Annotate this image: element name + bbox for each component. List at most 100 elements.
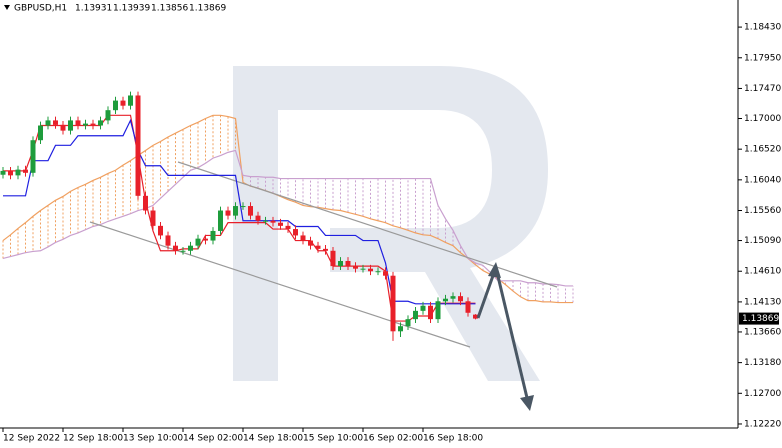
symbol: GBPUSD,H1 bbox=[14, 4, 67, 14]
y-tick-label: 1.17000 bbox=[744, 114, 781, 124]
y-tick-label: 1.12700 bbox=[744, 389, 781, 399]
y-tick-label: 1.18430 bbox=[744, 23, 781, 33]
last-price-label: 1.13869 bbox=[742, 314, 779, 324]
candle-body bbox=[210, 230, 216, 241]
candle-body bbox=[255, 215, 261, 221]
candle-body bbox=[165, 235, 171, 246]
candle-body bbox=[128, 95, 133, 106]
watermark-stem bbox=[233, 66, 278, 381]
candle-body bbox=[270, 220, 276, 223]
y-tick-label: 1.16040 bbox=[744, 175, 781, 185]
candle-body bbox=[375, 271, 381, 273]
x-tick-label: 12 Sep 2022 bbox=[3, 434, 60, 444]
candle-body bbox=[390, 275, 396, 332]
candle-body bbox=[218, 210, 223, 231]
candle-body bbox=[278, 222, 283, 226]
forecast-arrow bbox=[476, 262, 534, 411]
candle-body bbox=[293, 229, 298, 236]
y-tick-label: 1.17470 bbox=[744, 84, 781, 94]
y-tick-label: 1.14130 bbox=[744, 297, 781, 307]
candle-body bbox=[398, 326, 403, 332]
candle-body bbox=[188, 245, 193, 251]
cloud-span-a bbox=[2, 114, 573, 304]
candle-body bbox=[240, 206, 246, 208]
candle-body bbox=[225, 210, 231, 216]
candle-body bbox=[285, 225, 291, 230]
candle-body bbox=[45, 120, 51, 126]
candle-body bbox=[68, 120, 73, 131]
candle-body bbox=[413, 310, 418, 320]
candle-body bbox=[450, 296, 456, 299]
candle-body bbox=[158, 225, 163, 236]
candle-body bbox=[353, 266, 358, 269]
candle-body bbox=[435, 301, 441, 320]
y-tick-label: 1.16520 bbox=[744, 145, 781, 155]
candle-body bbox=[420, 305, 426, 311]
quote-close: 1.13869 bbox=[189, 4, 226, 14]
candle-body bbox=[120, 100, 126, 106]
candle-body bbox=[345, 261, 351, 267]
header: GBPUSD,H1 1.13931 1.13939 1.13856 1.1386… bbox=[4, 4, 226, 14]
header-arrow bbox=[4, 5, 10, 10]
candle-body bbox=[263, 220, 268, 222]
indicator-line bbox=[3, 118, 476, 305]
candle-body bbox=[248, 206, 253, 216]
indicator-line bbox=[3, 114, 476, 322]
candle-body bbox=[75, 120, 81, 126]
candle-body bbox=[8, 170, 13, 176]
x-tick-label: 14 Sep 18:00 bbox=[243, 434, 303, 444]
candle-body bbox=[83, 123, 88, 126]
candle-body bbox=[315, 245, 321, 249]
candle-body bbox=[173, 245, 178, 251]
candle-body bbox=[98, 120, 103, 126]
x-tick-label: 15 Sep 10:00 bbox=[303, 434, 363, 444]
candle-body bbox=[443, 298, 448, 302]
x-tick-label: 13 Sep 10:00 bbox=[123, 434, 183, 444]
watermark bbox=[233, 66, 548, 381]
candle-body bbox=[15, 169, 21, 176]
candle-body bbox=[473, 314, 478, 319]
candle-body bbox=[30, 140, 36, 173]
candle-body bbox=[360, 268, 366, 270]
candle-body bbox=[300, 235, 306, 241]
arrow-down bbox=[494, 267, 530, 403]
candle-body bbox=[330, 250, 336, 267]
watermark-bowl bbox=[278, 66, 548, 381]
y-tick-label: 1.13180 bbox=[744, 358, 781, 368]
y-tick-label: 1.14610 bbox=[744, 267, 781, 277]
y-tick-label: 1.12220 bbox=[744, 419, 781, 429]
candle-body bbox=[405, 319, 411, 327]
candle-body bbox=[308, 240, 313, 246]
arrow-up bbox=[476, 269, 497, 319]
candle-body bbox=[195, 238, 201, 246]
arrow-head bbox=[520, 395, 534, 411]
candle-body bbox=[458, 296, 463, 302]
last-price-box bbox=[739, 312, 779, 325]
candle-body bbox=[23, 169, 28, 173]
candle-body bbox=[135, 95, 141, 196]
y-tick-label: 1.17950 bbox=[744, 53, 781, 63]
axes: 1.18430 1.17950 1.17470 1.17000 1.16520 1.160… bbox=[2, 23, 781, 444]
candle-body bbox=[323, 248, 328, 251]
y-tick-label: 1.13660 bbox=[744, 327, 781, 337]
candle-body bbox=[383, 271, 388, 276]
quote-low: 1.13856 bbox=[151, 4, 188, 14]
quote-open: 1.13931 bbox=[75, 4, 112, 14]
candle-body bbox=[150, 210, 156, 226]
plot bbox=[0, 91, 478, 341]
candle-body bbox=[368, 268, 373, 272]
candle-body bbox=[143, 195, 148, 211]
y-tick-label: 1.15090 bbox=[744, 236, 781, 246]
y-tick-label: 1.15560 bbox=[744, 206, 781, 216]
quote-high: 1.13939 bbox=[113, 4, 150, 14]
candle-body bbox=[338, 261, 343, 267]
candle-body bbox=[90, 123, 96, 126]
candle-body bbox=[233, 206, 238, 216]
candle-body bbox=[60, 124, 66, 131]
x-tick-label: 16 Sep 18:00 bbox=[423, 434, 483, 444]
candle-body bbox=[38, 125, 43, 141]
candle-body bbox=[428, 305, 433, 320]
x-tick-label: 14 Sep 02:00 bbox=[183, 434, 243, 444]
candle-body bbox=[53, 120, 58, 125]
